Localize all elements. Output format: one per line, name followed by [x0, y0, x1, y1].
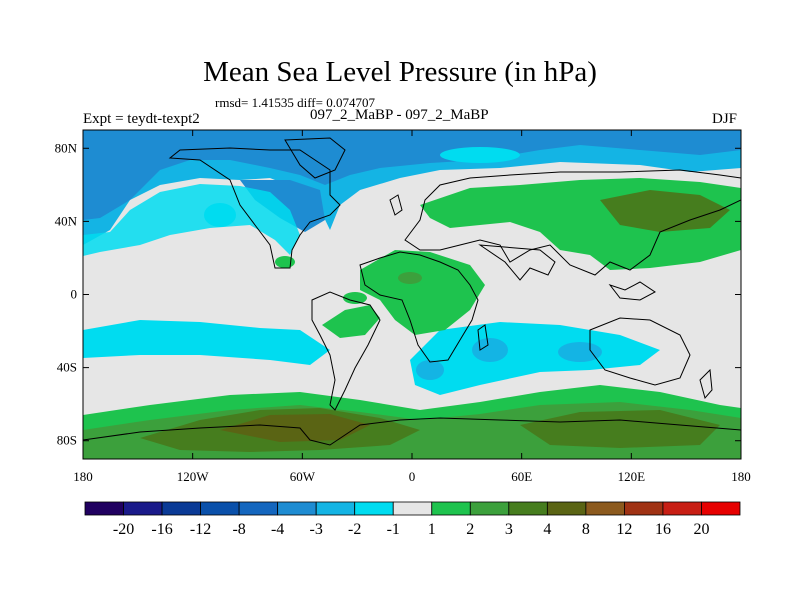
- colorbar-swatch: [200, 501, 240, 516]
- x-tick-label: 180: [731, 469, 751, 484]
- x-tick-label: 180: [73, 469, 93, 484]
- y-tick-label: 80S: [57, 433, 77, 448]
- contour-africa-darkgreen: [398, 272, 422, 284]
- contour-north-deep: [83, 130, 741, 220]
- contour-samerica-cyan: [416, 360, 444, 380]
- colorbar-label: -2: [348, 521, 361, 538]
- outline-madagascar: [477, 324, 489, 351]
- colorbar-swatch: [624, 501, 664, 516]
- colorbar-label: -3: [310, 521, 323, 538]
- x-tick-label: 60E: [511, 469, 532, 484]
- contour-south-blue-b: [558, 342, 602, 362]
- colorbar-label: 4: [543, 521, 551, 538]
- colorbar-label: 12: [616, 521, 632, 538]
- outline-arabia-india: [478, 244, 556, 281]
- colorbar-label: -20: [113, 521, 134, 538]
- contour-asia-olive: [600, 190, 730, 232]
- colorbar-label: 1: [428, 521, 436, 538]
- contour-na-green: [275, 256, 295, 268]
- contour-africa-green: [360, 250, 485, 335]
- pressure-field: [83, 130, 741, 459]
- outline-eurasia: [404, 169, 741, 276]
- colorbar-swatch: [392, 501, 433, 516]
- colorbar-label: -1: [387, 521, 400, 538]
- colorbar-swatch: [662, 501, 702, 516]
- outline-antarctica: [83, 417, 741, 446]
- colorbar-swatch: [585, 501, 625, 516]
- colorbar-swatch: [469, 501, 510, 516]
- contour-samerica-green: [322, 305, 380, 338]
- contour-atlantic-green-a: [343, 292, 367, 304]
- colorbar-legend: -20 -16 -12 -8 -4 -3 -2 -1 1 2 3 4 8 12 16 20: [84, 501, 741, 538]
- outline-south-america: [311, 291, 381, 411]
- colorbar-label: 20: [693, 521, 709, 538]
- contour-south-olive-east: [520, 410, 720, 448]
- colorbar-swatch: [84, 501, 124, 516]
- x-tick-label: 0: [409, 469, 416, 484]
- colorbar-swatch: [701, 501, 741, 516]
- outline-africa: [359, 251, 479, 363]
- colorbar-label: -16: [151, 521, 172, 538]
- colorbar-label: 3: [505, 521, 513, 538]
- page-title: Mean Sea Level Pressure (in hPa): [203, 56, 597, 88]
- experiment-label: Expt = teydt-texpt2: [83, 111, 200, 127]
- outline-north-america: [168, 147, 341, 269]
- stats-line: rmsd= 1.41535 diff= 0.074707: [215, 95, 375, 110]
- colorbar-swatch: [238, 501, 279, 516]
- contour-arctic-cyan: [440, 147, 520, 163]
- colorbar-swatch: [431, 501, 471, 516]
- colorbar-swatch: [161, 501, 201, 516]
- outline-se-asia-islands: [608, 281, 656, 301]
- y-tick-label: 0: [71, 287, 78, 302]
- outline-new-zealand: [699, 368, 713, 400]
- colorbar-swatch: [546, 501, 587, 516]
- colorbar-label: 16: [655, 521, 671, 538]
- outline-australia: [589, 317, 691, 386]
- colorbar-swatch: [315, 501, 356, 516]
- y-tick-label: 40S: [57, 360, 77, 375]
- y-tick-label: 40N: [55, 213, 78, 228]
- colorbar-label: -4: [271, 521, 284, 538]
- x-tick-label: 120E: [618, 469, 646, 484]
- x-tick-label: 60W: [290, 469, 316, 484]
- outline-greenland: [284, 137, 346, 179]
- outline-uk: [389, 194, 403, 216]
- contour-south-cyan-east: [410, 322, 660, 395]
- case-name-label: 097_2_MaBP - 097_2_MaBP: [310, 107, 489, 123]
- colorbar-swatch: [123, 501, 163, 516]
- y-axis: 80N 40N 0 40S 80S: [55, 140, 741, 448]
- colorbar-swatch: [508, 501, 548, 516]
- colorbar-label: -8: [232, 521, 245, 538]
- x-axis: 180 120W 60W 0 60E 120E 180: [73, 130, 751, 484]
- contour-north-cyan-rim: [83, 184, 300, 256]
- x-tick-label: 120W: [177, 469, 210, 484]
- y-tick-label: 80N: [55, 140, 78, 155]
- colorbar-label: 8: [582, 521, 590, 538]
- colorbar-swatch: [354, 501, 394, 516]
- colorbar-swatch: [277, 501, 317, 516]
- season-label: DJF: [712, 111, 738, 127]
- colorbar-label: 2: [466, 521, 474, 538]
- colorbar-label: -12: [190, 521, 211, 538]
- contour-south-cyan-west: [83, 320, 330, 365]
- contour-south-blue-a: [472, 338, 508, 362]
- continent-outlines: [83, 137, 741, 446]
